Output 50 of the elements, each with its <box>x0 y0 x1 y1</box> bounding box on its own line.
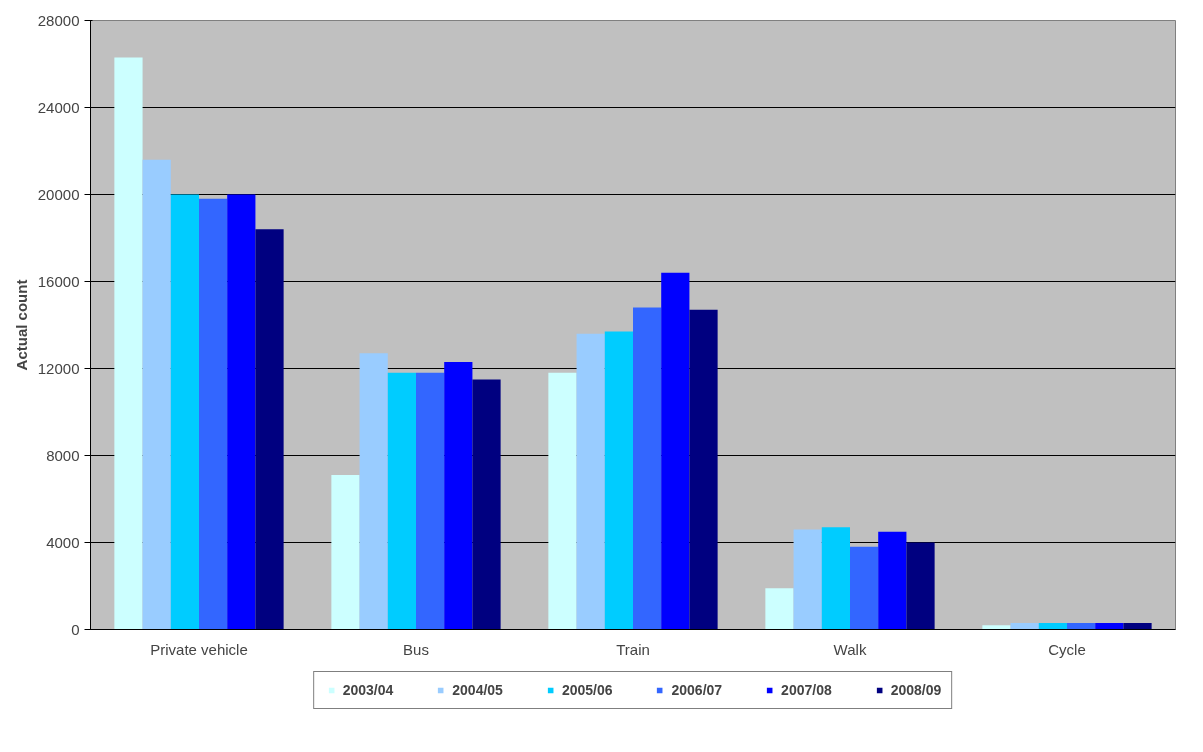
x-tick-label: Train <box>616 640 650 658</box>
bar <box>604 331 633 630</box>
x-tick-label: Walk <box>833 640 867 658</box>
y-tick-label: 24000 <box>37 98 80 116</box>
bar <box>576 333 605 630</box>
bar <box>548 372 577 630</box>
bar <box>793 529 822 630</box>
bar <box>199 198 228 630</box>
y-tick-label: 16000 <box>37 272 80 290</box>
x-tick-label: Bus <box>403 640 429 658</box>
bar <box>765 588 794 630</box>
x-tick-label: Cycle <box>1048 640 1086 658</box>
bar <box>1123 622 1152 630</box>
bar <box>255 229 284 630</box>
x-tick-label: Private vehicle <box>150 640 248 658</box>
bar <box>331 475 360 630</box>
y-tick-label: 20000 <box>37 185 80 203</box>
bar <box>359 353 388 630</box>
y-tick-label: 8000 <box>46 446 80 464</box>
bar <box>227 194 256 630</box>
bar <box>633 307 662 630</box>
legend-label: 2003/04 <box>342 682 394 698</box>
y-axis-title: Actual count <box>12 279 30 371</box>
legend-label: 2006/07 <box>671 682 723 698</box>
y-tick-label: 0 <box>71 620 80 638</box>
bar <box>1010 622 1039 630</box>
bar <box>142 159 171 630</box>
bar <box>850 546 879 630</box>
legend-label: 2005/06 <box>561 682 613 698</box>
legend-label: 2008/09 <box>890 682 942 698</box>
bar <box>689 309 718 630</box>
y-tick-label: 4000 <box>46 533 80 551</box>
y-tick-label: 12000 <box>37 359 80 377</box>
legend-label: 2004/05 <box>452 682 503 698</box>
bar <box>170 194 199 630</box>
bar <box>821 527 850 630</box>
bar <box>878 531 907 630</box>
bar <box>661 272 690 630</box>
bar <box>114 57 143 630</box>
bar <box>1095 622 1124 630</box>
bar <box>387 372 416 630</box>
y-tick-label: 28000 <box>37 11 80 29</box>
bar <box>472 379 501 630</box>
legend-label: 2007/08 <box>781 682 832 698</box>
bar <box>1067 622 1096 630</box>
bar <box>906 542 935 630</box>
bar <box>416 372 445 630</box>
bar <box>444 361 473 630</box>
bar <box>1038 622 1067 630</box>
bar <box>982 625 1011 630</box>
